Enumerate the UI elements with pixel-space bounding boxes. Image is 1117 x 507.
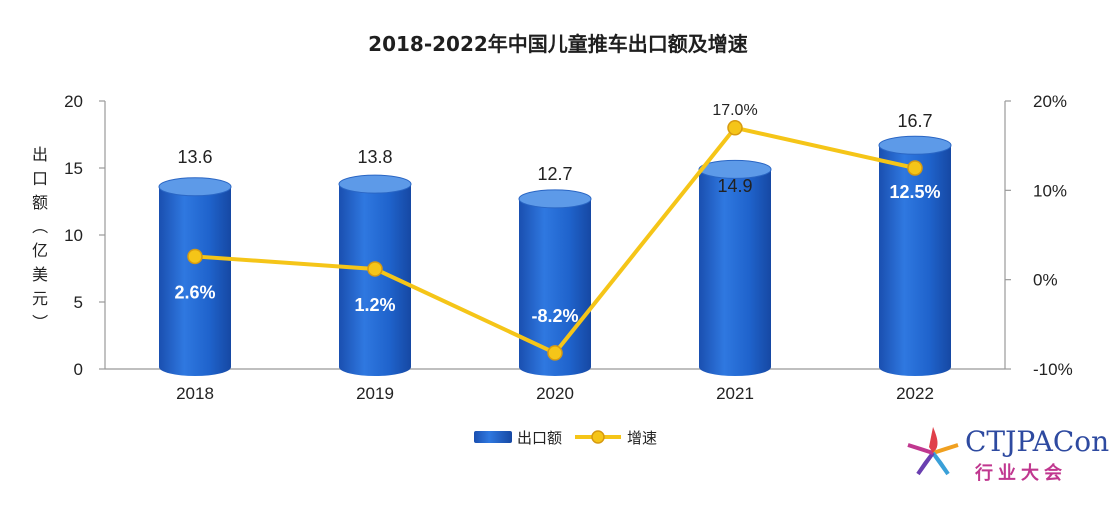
chart-title: 2018-2022年中国儿童推车出口额及增速	[368, 32, 748, 56]
bar-value-label: 16.7	[897, 111, 932, 131]
x-tick-label: 2018	[176, 384, 214, 403]
bar-value-label: 13.6	[177, 147, 212, 167]
growth-value-label: 1.2%	[354, 295, 395, 315]
growth-point-2020	[547, 345, 563, 361]
bar-export-2022	[878, 135, 952, 376]
x-tick-label: 2019	[356, 384, 394, 403]
growth-point-2021	[727, 120, 743, 136]
y-axis-label-char: ）	[30, 314, 49, 330]
growth-value-label: 17.0%	[712, 102, 757, 119]
growth-value-label: -8.2%	[531, 306, 578, 326]
bar-top	[698, 159, 772, 179]
bar-value-label: 12.7	[537, 164, 572, 184]
bar-top	[158, 177, 232, 197]
bar-export-2019	[338, 174, 412, 376]
y-left-tick-label: 0	[74, 360, 83, 379]
y-right-tick-label: 0%	[1033, 271, 1058, 290]
axes: 0 5 10 15 20 -10% 0% 10% 20% 2018 2019 2020 2021 2022	[64, 92, 1073, 403]
bar-body	[159, 186, 231, 376]
y-axis-label-char: 亿	[32, 241, 48, 260]
y-axis-label-char: 美	[32, 265, 48, 284]
y-left-tick-label: 5	[74, 293, 83, 312]
bar-top	[878, 135, 952, 155]
bar-value-label: 14.9	[717, 176, 752, 196]
star-logo-icon	[907, 427, 959, 476]
bar-body	[699, 169, 771, 376]
legend: 出口额 增速	[474, 429, 657, 447]
data-labels: 13.6 13.8 12.7 14.9 16.7 2.6% 1.2% -8.2% 17.0% 12…	[174, 102, 940, 326]
y-axis-label-char: 额	[32, 193, 48, 212]
growth-point-2022	[907, 160, 923, 176]
bar-top	[518, 189, 592, 209]
x-tick-label: 2021	[716, 384, 754, 403]
growth-value-label: 12.5%	[889, 182, 940, 202]
x-tick-label: 2020	[536, 384, 574, 403]
y-axis-label-char: （	[30, 218, 49, 234]
y-right-tick-label: 10%	[1033, 181, 1067, 200]
bar-top	[338, 174, 412, 194]
bar-export-2018	[158, 177, 232, 376]
y-left-tick-label: 10	[64, 226, 83, 245]
bar-export-2021	[698, 159, 772, 376]
x-tick-label: 2022	[896, 384, 934, 403]
growth-point-2018	[187, 248, 203, 265]
legend-bar-swatch	[474, 431, 512, 443]
growth-point-2019	[367, 261, 383, 277]
brand-name: CTJPACon	[965, 425, 1109, 458]
legend-label-growth: 增速	[627, 429, 657, 447]
bars	[158, 135, 952, 376]
legend-line-marker	[591, 430, 605, 444]
y-axis-label: 出口额 （ 亿美元 ）	[30, 145, 49, 330]
y-right-tick-label: -10%	[1033, 360, 1073, 379]
y-right-tick-label: 20%	[1033, 92, 1067, 111]
y-axis-label-char: 元	[32, 289, 48, 308]
brand-subtitle: 行业大会	[974, 462, 1067, 484]
legend-label-export: 出口额	[517, 429, 562, 447]
bar-value-label: 13.8	[357, 147, 392, 167]
growth-line	[187, 120, 923, 361]
y-left-tick-label: 15	[64, 159, 83, 178]
growth-value-label: 2.6%	[174, 282, 215, 302]
y-left-tick-label: 20	[64, 92, 83, 111]
brand-logo: CTJPACon 行业大会	[907, 425, 1109, 484]
y-axis-label-char: 出	[32, 145, 48, 164]
bar-body	[339, 184, 411, 376]
y-axis-label-char: 口	[32, 169, 48, 188]
bar-body	[879, 145, 951, 376]
